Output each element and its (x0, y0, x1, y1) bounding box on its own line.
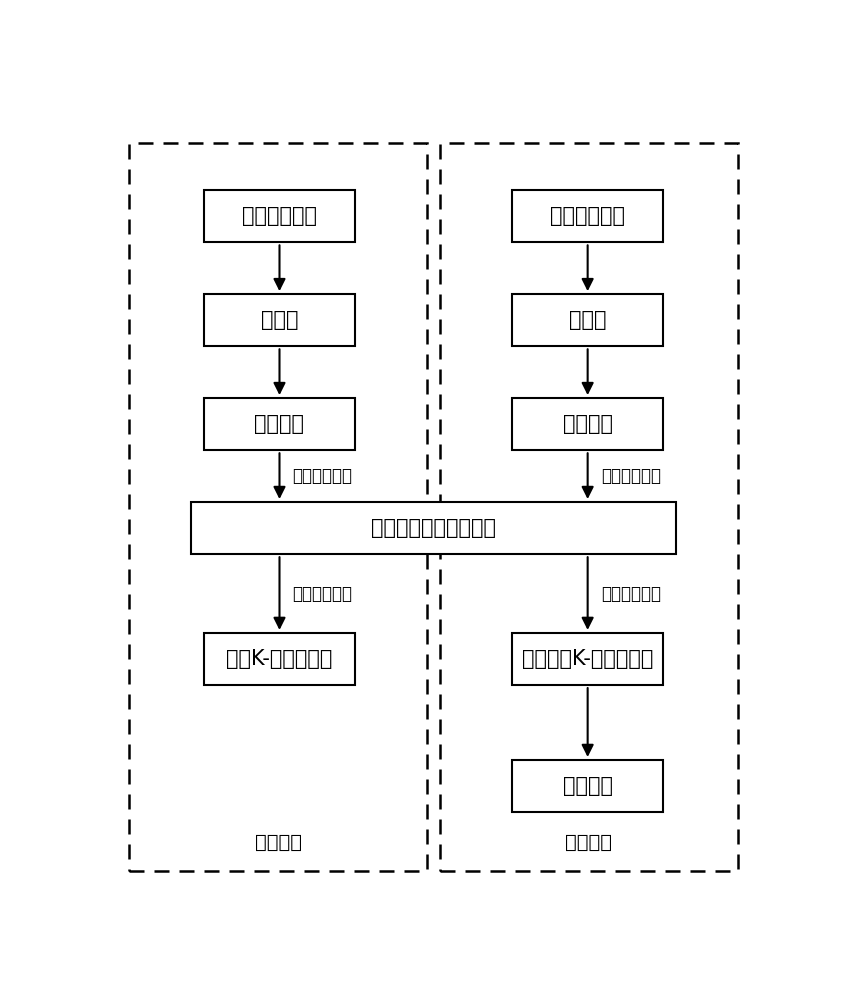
Text: 诊断数据: 诊断数据 (563, 414, 613, 434)
Bar (191, 502, 676, 554)
Bar (204, 190, 355, 242)
Text: 原始训练数据: 原始训练数据 (242, 206, 317, 226)
Bar (512, 190, 663, 242)
Text: 高维特征向量: 高维特征向量 (293, 467, 353, 485)
Text: 高维特征向量: 高维特征向量 (601, 467, 661, 485)
Text: 诊断结果: 诊断结果 (563, 776, 613, 796)
Bar (512, 398, 663, 450)
Text: 训练阶段: 训练阶段 (255, 833, 302, 852)
Text: 预处理: 预处理 (261, 310, 299, 330)
Text: 实时诊断数据: 实时诊断数据 (550, 206, 625, 226)
Bar (204, 398, 355, 450)
Text: 低维特征向量: 低维特征向量 (601, 585, 661, 603)
Bar (512, 633, 663, 685)
Bar (512, 294, 663, 346)
Bar (512, 760, 663, 812)
Bar (440, 143, 739, 871)
Text: 样本数据: 样本数据 (255, 414, 305, 434)
Text: 预处理: 预处理 (569, 310, 607, 330)
Text: 流形学习特征降维提取: 流形学习特征降维提取 (371, 518, 496, 538)
Text: 训练K-近邻分类器: 训练K-近邻分类器 (227, 649, 332, 669)
Text: 诊断阶段: 诊断阶段 (565, 833, 613, 852)
Text: 低维特征向量: 低维特征向量 (293, 585, 353, 603)
Bar (204, 294, 355, 346)
Bar (129, 143, 427, 871)
Text: 训练好的K-近邻分类器: 训练好的K-近邻分类器 (522, 649, 653, 669)
Bar (204, 633, 355, 685)
